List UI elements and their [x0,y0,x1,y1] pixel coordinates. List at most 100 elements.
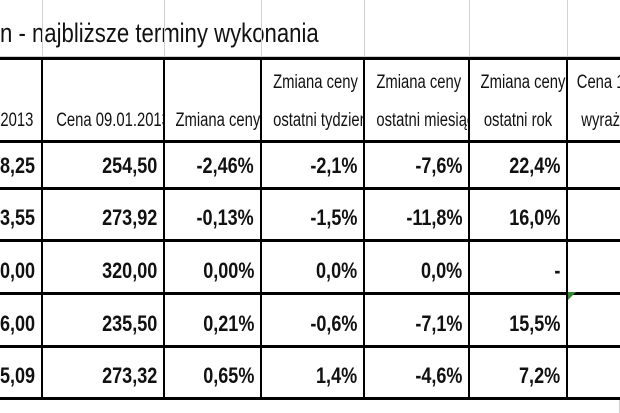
header-text: Zmiana ceny ostatni tydzień [262,72,363,132]
header-line: wyraż [581,110,620,131]
header-line: Zmiana ceny [480,72,566,93]
cell-value: 273,32 [101,363,157,388]
data-cell: 254,50 [43,140,165,190]
data-cell: 20,00 [0,239,43,295]
cell-value: -2,46% [196,153,254,178]
empty-cell [470,0,568,57]
cell-value: 16,0% [508,205,560,230]
cell-value: - [553,258,560,283]
cell-value: 20,00 [0,258,35,283]
cell-value: 235,50 [101,311,157,336]
cell-value: 1,4% [315,363,357,388]
data-cell: 0,21% [165,292,262,348]
cell-value: 0,65% [202,363,254,388]
data-cell: 73,55 [0,187,43,242]
data-cell: 15,5% [470,292,568,348]
data-cell: -0,13% [165,187,262,242]
data-cell: 320,00 [43,239,165,295]
header-cell: .2013 [0,57,43,143]
empty-row [0,400,620,413]
header-cell: Zmiana ceny [165,57,262,143]
cell-value: 15,5% [508,311,560,336]
data-cell: -2,1% [262,140,365,190]
cell-value: -0,6% [309,311,357,336]
empty-cell [568,0,620,57]
header-line: ostatni tydzień [273,110,365,131]
data-cell: -7,6% [365,140,470,190]
cell-value: 273,92 [101,205,157,230]
cell-value: -7,6% [414,153,462,178]
cell-value: -1,5% [309,205,357,230]
cell-value: 73,55 [0,205,35,230]
error-marker [568,292,576,300]
header-line: .2013 [0,110,34,131]
data-cell: -4,6% [365,345,470,400]
cell-value: 0,0% [315,258,357,283]
header-line: Cena 09.01.2013 [56,110,165,131]
header-text: Cena 1 wyraż [570,72,620,132]
data-cell: 36,00 [0,292,43,348]
data-cell [568,140,620,190]
data-cell: 0,0% [262,239,365,295]
header-cell: Cena 09.01.2013 [43,57,165,143]
data-cell: 273,32 [43,345,165,400]
data-cell: 273,92 [43,187,165,242]
data-cell [568,345,620,400]
data-cell [568,292,620,348]
cell-value: 75,09 [0,363,35,388]
cell-value: 0,00% [202,258,254,283]
cell-value: -11,8% [405,205,462,230]
data-cell: -0,6% [262,292,365,348]
cell-value: -7,1% [414,311,462,336]
data-cell: - [470,239,568,295]
data-cell [568,187,620,242]
header-cell: Zmiana ceny ostatni tydzień [262,57,365,143]
header-text: Cena 09.01.2013 [43,110,163,132]
header-line: Cena 1 [576,72,620,93]
header-line: ostatni rok [483,110,553,131]
header-text: .2013 [0,110,39,132]
cell-value: 22,4% [508,153,560,178]
cell-value: 0,21% [202,311,254,336]
header-cell: Zmiana ceny ostatni rok [470,57,568,143]
data-cell [568,239,620,295]
data-cell: 22,4% [470,140,568,190]
empty-cell [165,0,262,57]
cell-value: -0,13% [196,205,254,230]
data-cell: 1,4% [262,345,365,400]
cell-value: 320,00 [101,258,157,283]
cell-value: 7,2% [518,363,560,388]
cell-value: -4,6% [414,363,462,388]
data-cell: 7,2% [470,345,568,400]
data-cell: 0,0% [365,239,470,295]
data-cell: 48,25 [0,140,43,190]
data-cell: 0,00% [165,239,262,295]
data-cell: -11,8% [365,187,470,242]
cell-value: 0,0% [420,258,462,283]
header-cell: Cena 1 wyraż [568,57,620,143]
empty-cell [365,0,470,57]
data-cell: 75,09 [0,345,43,400]
empty-cell [262,0,365,57]
data-cell: -2,46% [165,140,262,190]
sheet-title: n - najbliższe terminy wykonania [0,18,319,48]
header-line: Zmiana ceny [376,72,462,93]
header-line: ostatni miesiąc [376,110,470,131]
cell-value: 36,00 [0,311,35,336]
data-cell: -1,5% [262,187,365,242]
header-cell: Zmiana ceny ostatni miesiąc [365,57,470,143]
data-cell: 0,65% [165,345,262,400]
cell-value: 254,50 [101,153,157,178]
header-line: Zmiana ceny [175,110,261,131]
empty-cell [0,0,43,57]
cell-value: 48,25 [0,153,35,178]
header-text: Zmiana ceny [165,110,260,132]
cell-value: -2,1% [309,153,357,178]
empty-cell [43,0,165,57]
header-text: Zmiana ceny ostatni rok [470,72,566,132]
header-line: Zmiana ceny [273,72,358,93]
data-cell: 16,0% [470,187,568,242]
header-text: Zmiana ceny ostatni miesiąc [365,72,468,132]
data-cell: 235,50 [43,292,165,348]
